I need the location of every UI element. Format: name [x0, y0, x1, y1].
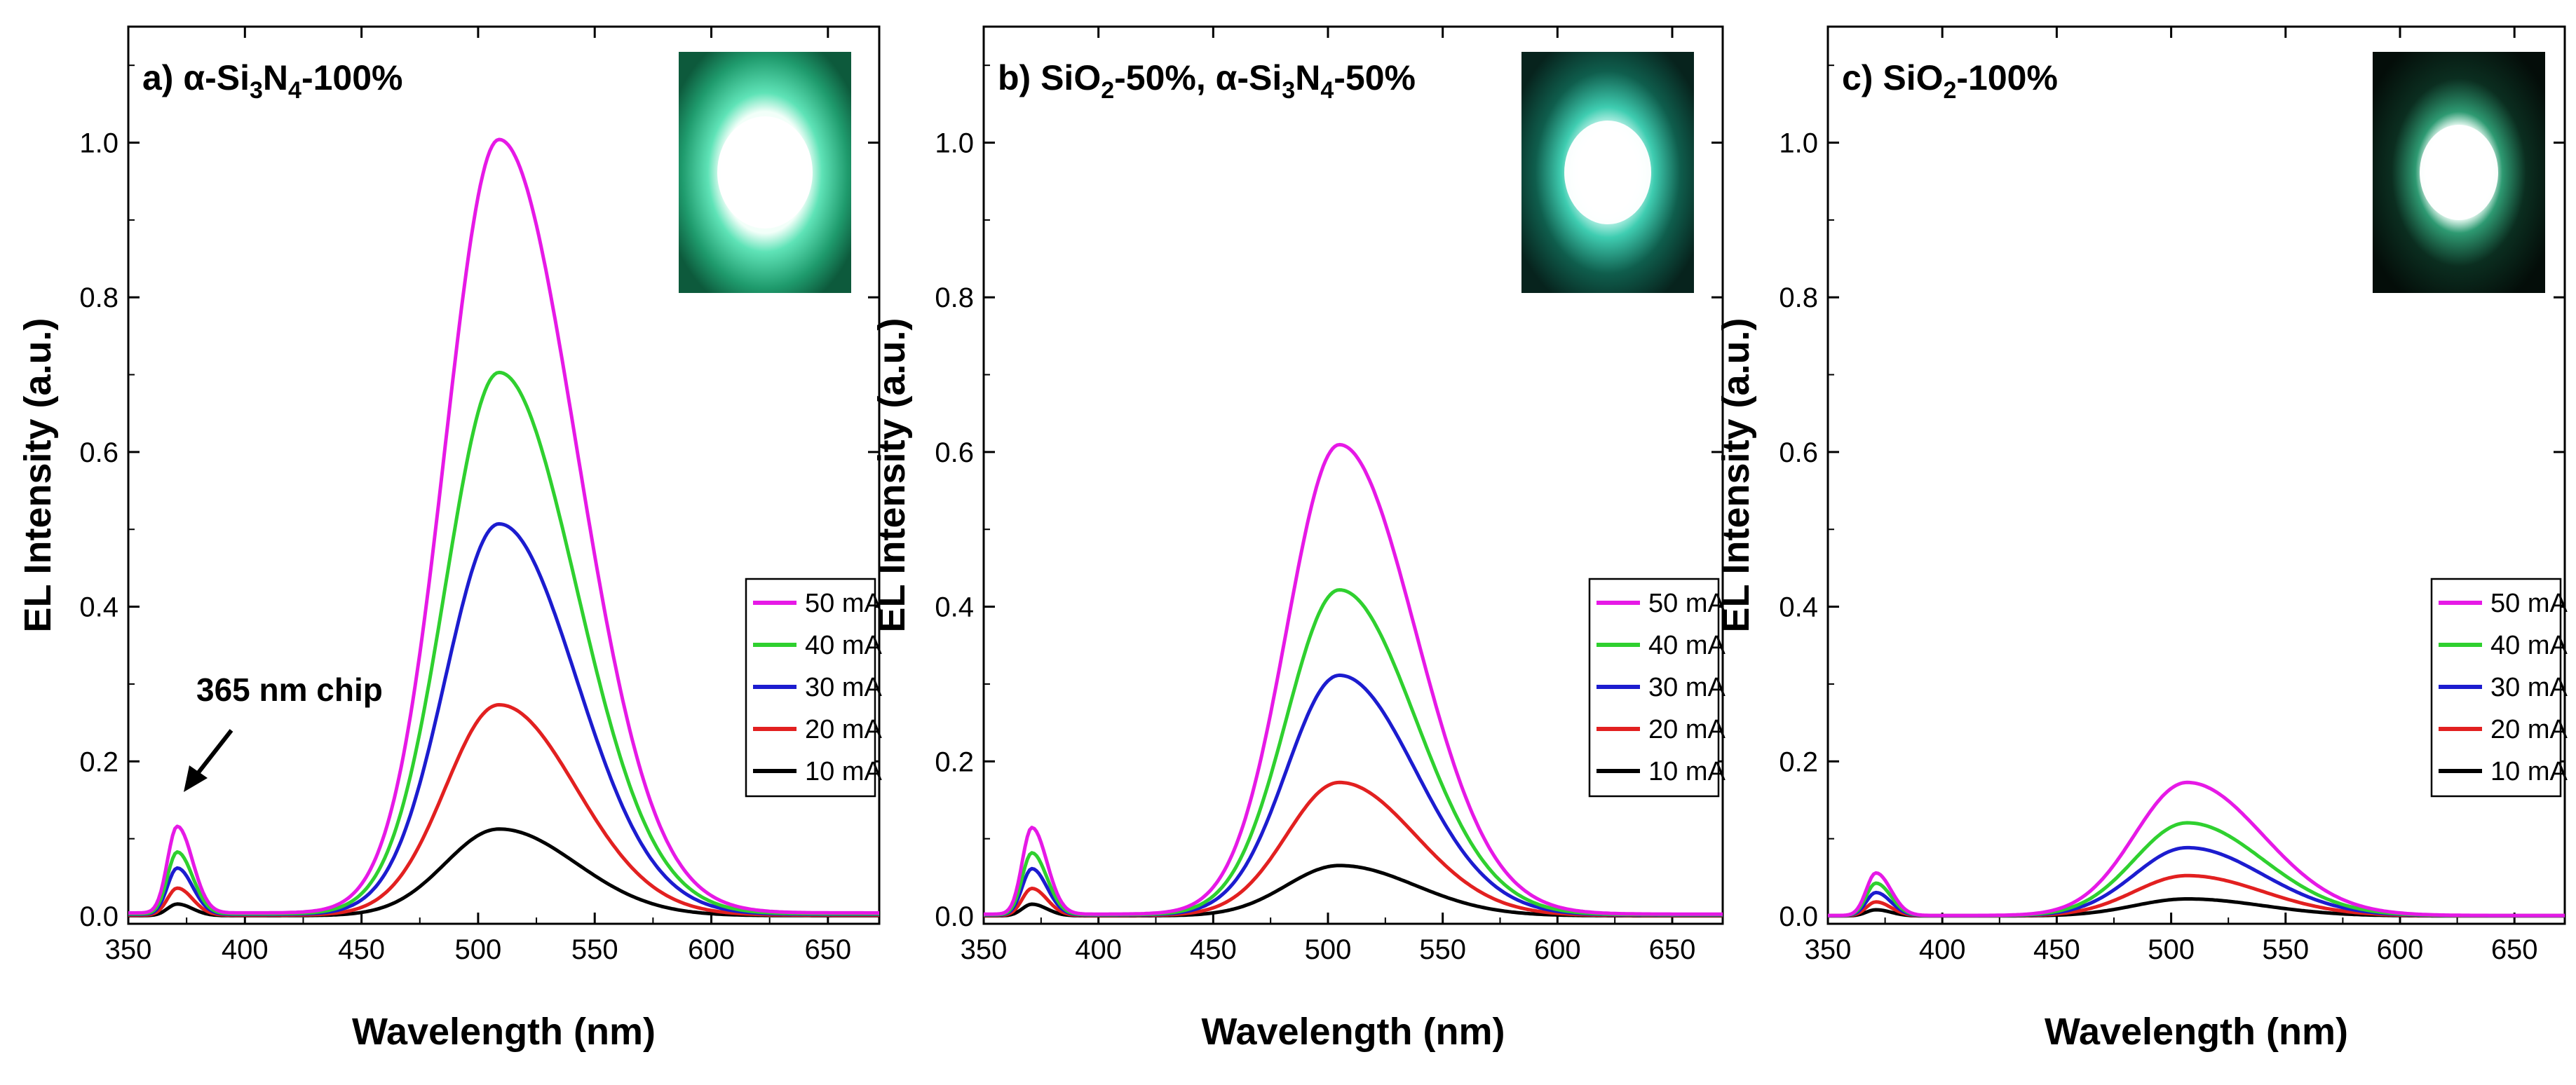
y-tick-label: 0.2	[79, 746, 118, 777]
legend-label: 40 mA	[1648, 631, 1726, 660]
x-tick-label: 650	[804, 934, 851, 965]
legend-label: 10 mA	[2490, 757, 2568, 786]
x-tick-label: 350	[1805, 934, 1852, 965]
y-tick-label: 1.0	[935, 128, 974, 159]
plot-frame	[1826, 25, 2566, 925]
x-tick-label: 500	[1305, 934, 1352, 965]
y-tick-label: 0.0	[935, 901, 974, 932]
led-photo	[1521, 52, 1694, 293]
y-tick-label: 0.6	[935, 437, 974, 468]
y-tick-label: 1.0	[79, 128, 118, 159]
x-tick-label: 650	[2491, 934, 2538, 965]
x-tick-label: 450	[1190, 934, 1237, 965]
legend: 50 mA 40 mA 30 mA 20 mA 10 mA	[2430, 578, 2568, 798]
x-tick-label: 450	[2033, 934, 2080, 965]
led-emission-spot	[2420, 125, 2498, 220]
y-tick-label: 0.8	[79, 282, 118, 313]
legend-label: 30 mA	[805, 673, 882, 702]
legend-label: 40 mA	[2490, 631, 2568, 660]
annotation-text: 365 nm chip	[196, 671, 383, 708]
legend-label: 50 mA	[2490, 589, 2568, 618]
x-tick-label: 500	[2148, 934, 2195, 965]
x-tick-label: 650	[1649, 934, 1696, 965]
spectra	[128, 137, 879, 917]
panel-title: c) SiO2​-100%	[1842, 58, 2058, 104]
x-tick-label: 400	[1075, 934, 1122, 965]
panel-c: 350 400 450 500 550 600 650 0.0 0.2 0.4 0.6 0.8 1.0 W…	[1715, 25, 2568, 1053]
series-line-50ma	[984, 442, 1723, 916]
y-axis-title: EL Intensity (a.u.)	[1715, 318, 1757, 632]
x-axis-title: Wavelength (nm)	[352, 1011, 656, 1053]
y-tick-label: 0.8	[935, 282, 974, 313]
y-axis-title: EL Intensity (a.u.)	[17, 318, 59, 632]
x-tick-label: 350	[105, 934, 152, 965]
legend: 50 mA 40 mA 30 mA 20 mA 10 mA	[745, 578, 882, 798]
legend: 50 mA 40 mA 30 mA 20 mA 10 mA	[1588, 578, 1726, 798]
led-photo	[2373, 52, 2545, 293]
x-axis-title: Wavelength (nm)	[1201, 1011, 1505, 1053]
legend-label: 20 mA	[1648, 715, 1726, 744]
annotation-arrow-shaft	[194, 729, 233, 777]
panel-b: 350 400 450 500 550 600 650 0.0 0.2 0.4 0.6 0.8 1.0 W…	[871, 25, 1726, 1053]
series-line-50ma	[1828, 780, 2565, 917]
y-tick-label: 1.0	[1779, 128, 1818, 159]
y-axis-title: EL Intensity (a.u.)	[871, 318, 913, 632]
legend-label: 10 mA	[1648, 757, 1726, 786]
panel-title: a) α-Si3​N4​-100%	[142, 58, 402, 104]
series-line-50ma	[128, 137, 879, 915]
y-tick-label: 0.2	[1779, 746, 1818, 777]
legend-label: 10 mA	[805, 757, 882, 786]
x-tick-label: 600	[2377, 934, 2424, 965]
x-tick-label: 550	[2262, 934, 2309, 965]
panel-title: b) SiO2​-50%, α-Si3​N4​-50%	[998, 58, 1416, 104]
x-tick-label: 400	[222, 934, 269, 965]
annotation-arrow-head	[184, 765, 208, 792]
led-emission-spot	[717, 116, 813, 228]
y-tick-label: 0.8	[1779, 282, 1818, 313]
y-tick-label: 0.4	[79, 592, 118, 623]
spectra	[1828, 780, 2565, 918]
y-tick-label: 0.2	[935, 746, 974, 777]
x-axis-title: Wavelength (nm)	[2045, 1011, 2348, 1053]
legend-label: 20 mA	[805, 715, 882, 744]
x-tick-label: 600	[1534, 934, 1581, 965]
legend-label: 40 mA	[805, 631, 882, 660]
x-tick-label: 550	[571, 934, 618, 965]
x-tick-label: 400	[1919, 934, 1966, 965]
y-tick-label: 0.0	[1779, 901, 1818, 932]
led-emission-spot	[1564, 121, 1651, 224]
legend-label: 30 mA	[2490, 673, 2568, 702]
plot-frame	[982, 25, 1724, 925]
y-tick-label: 0.6	[1779, 437, 1818, 468]
y-tick-label: 0.0	[79, 901, 118, 932]
led-photo	[679, 52, 851, 293]
legend-label: 30 mA	[1648, 673, 1726, 702]
x-tick-label: 450	[338, 934, 385, 965]
x-tick-label: 350	[961, 934, 1008, 965]
x-tick-label: 500	[455, 934, 502, 965]
spectra	[984, 442, 1723, 918]
y-tick-label: 0.6	[79, 437, 118, 468]
y-tick-label: 0.4	[1779, 592, 1818, 623]
x-tick-label: 550	[1419, 934, 1466, 965]
panel-a: 350 400 450 500 550 600 650 0.0 0.2 0.4 0.6 0.8 1.0 W…	[17, 25, 882, 1053]
x-tick-label: 600	[688, 934, 735, 965]
y-tick-label: 0.4	[935, 592, 974, 623]
plot-frame	[127, 25, 881, 925]
legend-label: 50 mA	[805, 589, 882, 618]
legend-label: 20 mA	[2490, 715, 2568, 744]
uv-chip-annotation: 365 nm chip	[184, 671, 383, 792]
legend-label: 50 mA	[1648, 589, 1726, 618]
